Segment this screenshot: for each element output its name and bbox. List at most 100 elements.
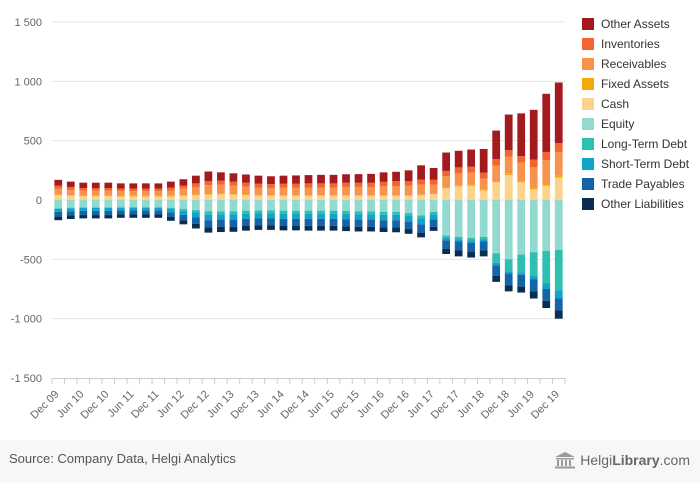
bar-segment [554, 82, 563, 144]
bar-segment [504, 114, 513, 151]
bar-segment [379, 220, 388, 228]
bar-segment [192, 186, 200, 195]
bar-segment [304, 218, 313, 226]
bar-segment [329, 200, 338, 211]
legend-item[interactable]: Other Assets [582, 14, 689, 34]
bar-segment [279, 187, 288, 196]
legend-item[interactable]: Equity [582, 114, 689, 134]
bar-segment [517, 272, 526, 275]
y-tick-label: -500 [20, 254, 42, 266]
bar-segment [342, 213, 350, 220]
bar-segment [217, 194, 225, 200]
bar-segment [354, 226, 363, 232]
bar-segment [454, 241, 463, 251]
bar-segment [354, 182, 363, 187]
bar-segment [217, 211, 225, 215]
bar-segment [304, 195, 313, 196]
bar-segment [392, 227, 400, 233]
bar-segment [329, 195, 338, 196]
bar-segment [504, 175, 513, 200]
bar-segment [267, 218, 275, 226]
bar-segment [91, 196, 100, 200]
bar-segment [129, 195, 138, 197]
bar-segment [504, 200, 513, 260]
bar-segment [479, 189, 488, 191]
bar-segment [141, 196, 150, 200]
bar-segment [242, 174, 250, 183]
bar-segment [229, 194, 238, 200]
brand-logo[interactable]: HelgiLibrary.com [554, 451, 690, 469]
bar-segment [66, 181, 75, 187]
footer: Source: Company Data, Helgi Analytics He… [0, 440, 700, 483]
bar-segment [166, 196, 175, 200]
x-tick-label: Dec 13 [229, 388, 262, 421]
bar-segment [492, 275, 501, 282]
legend-item[interactable]: Short-Term Debt [582, 154, 689, 174]
bar-segment [479, 241, 488, 251]
bar-segment [317, 218, 325, 226]
bar-segment [542, 251, 551, 284]
bar-segment [91, 190, 100, 196]
bar-segment [242, 195, 250, 200]
bar-segment [329, 195, 338, 200]
bar-segment [467, 237, 476, 241]
bar-segment [392, 200, 400, 212]
bar-segment [179, 210, 188, 215]
x-tick-label: Dec 09 [28, 388, 61, 421]
bar-segment [392, 220, 400, 228]
bar-segment [279, 225, 288, 231]
legend-item[interactable]: Cash [582, 94, 689, 114]
legend-item[interactable]: Trade Payables [582, 174, 689, 194]
bar-segment [141, 210, 150, 215]
bar-segment [154, 183, 163, 189]
bar-segment [554, 151, 563, 176]
bar-segment [417, 195, 425, 200]
legend-item[interactable]: Inventories [582, 34, 689, 54]
bar-segment [79, 207, 88, 211]
bar-segment [229, 200, 238, 212]
bar-segment [479, 148, 488, 173]
bar-segment [454, 239, 463, 242]
bar-segment [329, 213, 338, 219]
legend-swatch [582, 58, 594, 70]
bar-segment [66, 195, 75, 196]
legend-item[interactable]: Fixed Assets [582, 74, 689, 94]
bar-segment [66, 215, 75, 219]
legend-item[interactable]: Receivables [582, 54, 689, 74]
legend-item[interactable]: Long-Term Debt [582, 134, 689, 154]
bar-segment [104, 195, 113, 197]
legend-swatch [582, 38, 594, 50]
bar-segment [304, 225, 313, 231]
bar-segment [554, 200, 563, 250]
bar-segment [141, 200, 150, 208]
bar-segment [367, 195, 375, 196]
y-tick-label: 0 [36, 195, 42, 207]
bar-segment [192, 200, 200, 211]
bar-segment [217, 214, 225, 220]
bar-segment [529, 275, 538, 280]
bar-segment [91, 215, 100, 219]
bar-segment [179, 179, 188, 186]
bar-segment [242, 194, 250, 196]
bar-segment [504, 259, 513, 272]
bar-segment [141, 207, 150, 208]
bar-segment [292, 183, 300, 188]
bar-segment [116, 214, 125, 218]
bar-segment [317, 213, 325, 219]
bar-segment [267, 213, 275, 219]
bar-segment [192, 183, 200, 187]
bar-segment [254, 187, 263, 195]
legend-item[interactable]: Other Liabilities [582, 194, 689, 214]
bar-segment [229, 181, 238, 186]
bar-segment [116, 200, 125, 208]
bar-segment [54, 188, 63, 195]
bar-segment [442, 200, 451, 236]
bar-segment [279, 183, 288, 188]
brand-name: HelgiLibrary.com [580, 452, 690, 468]
bar-segment [79, 200, 88, 208]
brand-bold: Library [612, 452, 660, 468]
bar-segment [379, 227, 388, 233]
bar-segment [317, 174, 325, 184]
legend-swatch [582, 98, 594, 110]
bar-segment [204, 185, 213, 195]
